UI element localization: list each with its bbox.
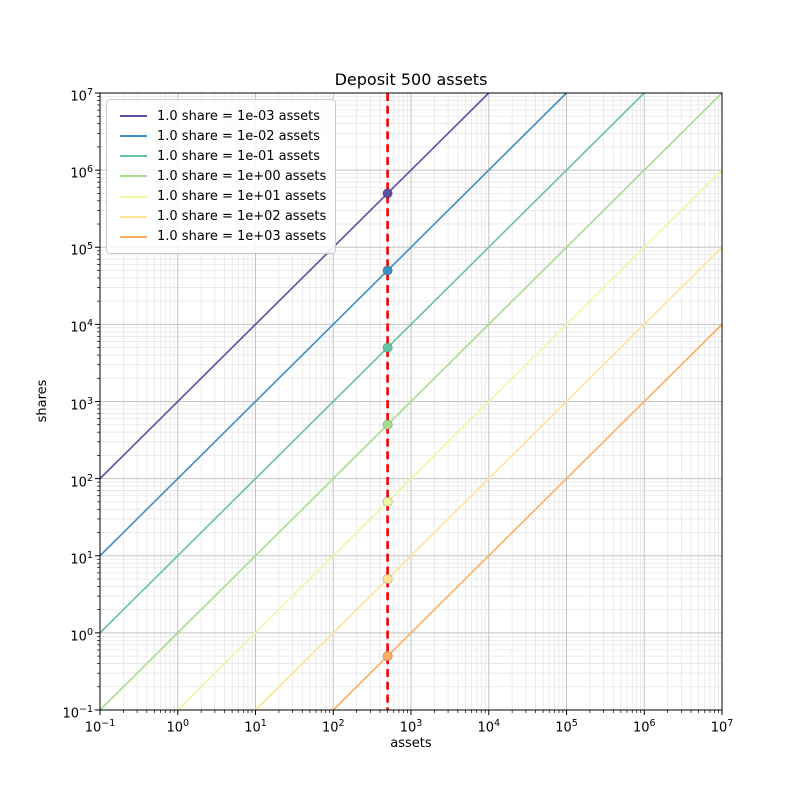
conversion-line	[99, 92, 645, 634]
legend-line-swatch	[120, 155, 147, 158]
conversion-line	[99, 92, 723, 711]
legend-item: 1.0 share = 1e+01 assets	[115, 187, 327, 207]
legend: 1.0 share = 1e-03 assets 1.0 share = 1e-0…	[106, 99, 336, 254]
x-tick-label: 100	[166, 718, 190, 736]
legend-line-swatch	[120, 115, 147, 117]
conversion-line	[332, 323, 723, 711]
legend-line-swatch	[120, 175, 147, 178]
legend-item: 1.0 share = 1e+02 assets	[115, 207, 327, 227]
x-tick-label: 10−1	[84, 718, 116, 736]
x-tick-label: 107	[710, 718, 734, 736]
x-tick-label: 102	[321, 718, 345, 736]
series-lines	[99, 92, 723, 711]
intersection-marker	[382, 265, 393, 276]
legend-line-swatch	[120, 235, 147, 238]
conversion-line	[99, 92, 568, 557]
tick-marks	[95, 92, 723, 715]
legend-line-swatch	[120, 135, 147, 138]
y-tick-label: 103	[70, 395, 93, 413]
legend-label: 1.0 share = 1e-03 assets	[157, 108, 321, 124]
y-tick-label: 105	[70, 241, 93, 259]
intersection-marker	[382, 342, 393, 353]
legend-item: 1.0 share = 1e+03 assets	[115, 227, 327, 247]
intersection-marker	[382, 188, 393, 199]
x-axis-label: assets	[390, 736, 432, 751]
chart-title: Deposit 500 assets	[334, 70, 488, 89]
y-tick-label: 101	[70, 549, 93, 568]
legend-label: 1.0 share = 1e+01 assets	[157, 189, 327, 205]
y-tick-label: 102	[70, 472, 93, 490]
intersection-marker	[382, 419, 393, 430]
x-tick-label: 101	[244, 718, 267, 736]
conversion-line	[99, 92, 490, 480]
legend-line-swatch	[120, 195, 147, 198]
legend-label: 1.0 share = 1e-01 assets	[157, 148, 321, 164]
legend-label: 1.0 share = 1e+02 assets	[157, 209, 327, 225]
conversion-line	[254, 246, 723, 711]
legend-item: 1.0 share = 1e-02 assets	[115, 126, 327, 146]
intersection-marker	[382, 496, 393, 507]
legend-label: 1.0 share = 1e-02 assets	[157, 128, 321, 144]
x-tick-label: 103	[399, 718, 423, 736]
x-tick-label: 105	[555, 718, 578, 736]
y-tick-label: 107	[70, 87, 93, 105]
y-tick-label: 10−1	[62, 704, 93, 722]
legend-label: 1.0 share = 1e+03 assets	[157, 229, 327, 245]
x-tick-label: 104	[477, 718, 501, 736]
minor-tick-marks	[97, 96, 719, 713]
y-tick-label: 104	[70, 318, 93, 336]
legend-item: 1.0 share = 1e-03 assets	[115, 106, 327, 126]
legend-item: 1.0 share = 1e-01 assets	[115, 146, 327, 166]
legend-item: 1.0 share = 1e+00 assets	[115, 166, 327, 186]
intersection-marker	[382, 650, 393, 662]
intersection-marker	[382, 573, 393, 585]
legend-line-swatch	[120, 215, 147, 218]
x-tick-label: 106	[632, 718, 656, 736]
legend-label: 1.0 share = 1e+00 assets	[157, 168, 327, 184]
y-tick-label: 106	[70, 164, 93, 182]
conversion-line	[177, 169, 723, 711]
markers	[382, 188, 393, 662]
y-tick-label: 100	[70, 626, 93, 645]
